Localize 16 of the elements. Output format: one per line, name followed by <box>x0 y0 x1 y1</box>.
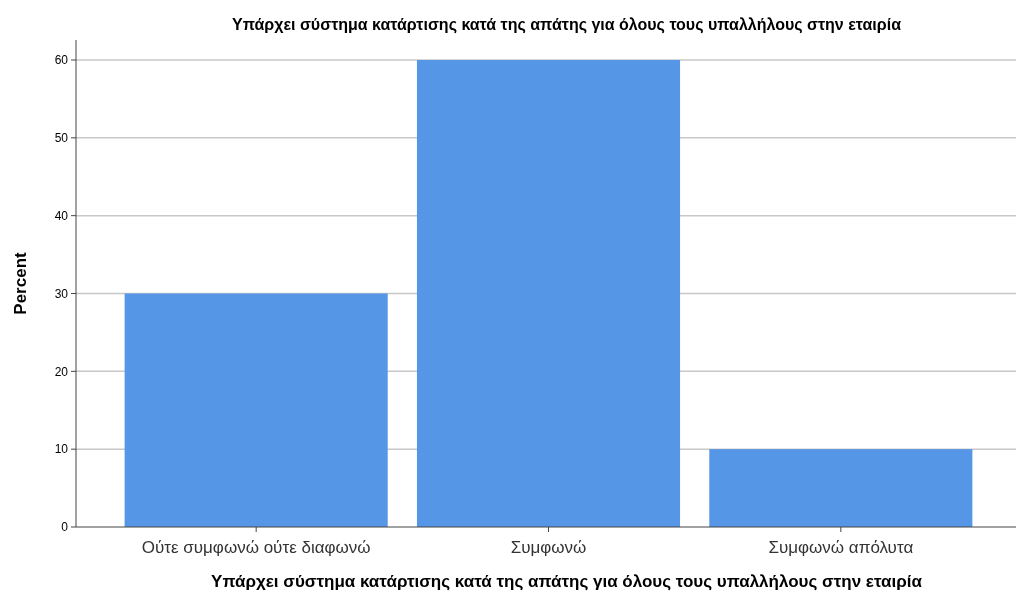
y-axis-title: Percent <box>11 251 30 315</box>
x-axis-title: Υπάρχει σύστημα κατάρτισης κατά της απάτης για όλους τους υπαλλήλους στην εταιρία <box>211 572 923 591</box>
x-tick-label: Συμφωνώ <box>510 538 587 557</box>
y-tick-label: 30 <box>54 286 69 301</box>
y-tick-label: 40 <box>54 208 69 223</box>
y-tick-label: 10 <box>54 442 69 457</box>
bar <box>709 449 973 527</box>
y-tick-label: 0 <box>61 520 69 535</box>
bar <box>416 60 681 527</box>
x-tick-label: Ούτε συμφωνώ ούτε διαφωνώ <box>141 538 371 557</box>
y-tick-label: 20 <box>54 364 69 379</box>
y-tick-label: 50 <box>54 131 69 146</box>
chart-title: Υπάρχει σύστημα κατάρτισης κατά της απάτης για όλους τους υπαλλήλους στην εταιρία <box>232 16 902 34</box>
bar <box>124 293 388 527</box>
x-tick-label: Συμφωνώ απόλυτα <box>768 538 914 557</box>
y-tick-label: 60 <box>54 53 69 68</box>
